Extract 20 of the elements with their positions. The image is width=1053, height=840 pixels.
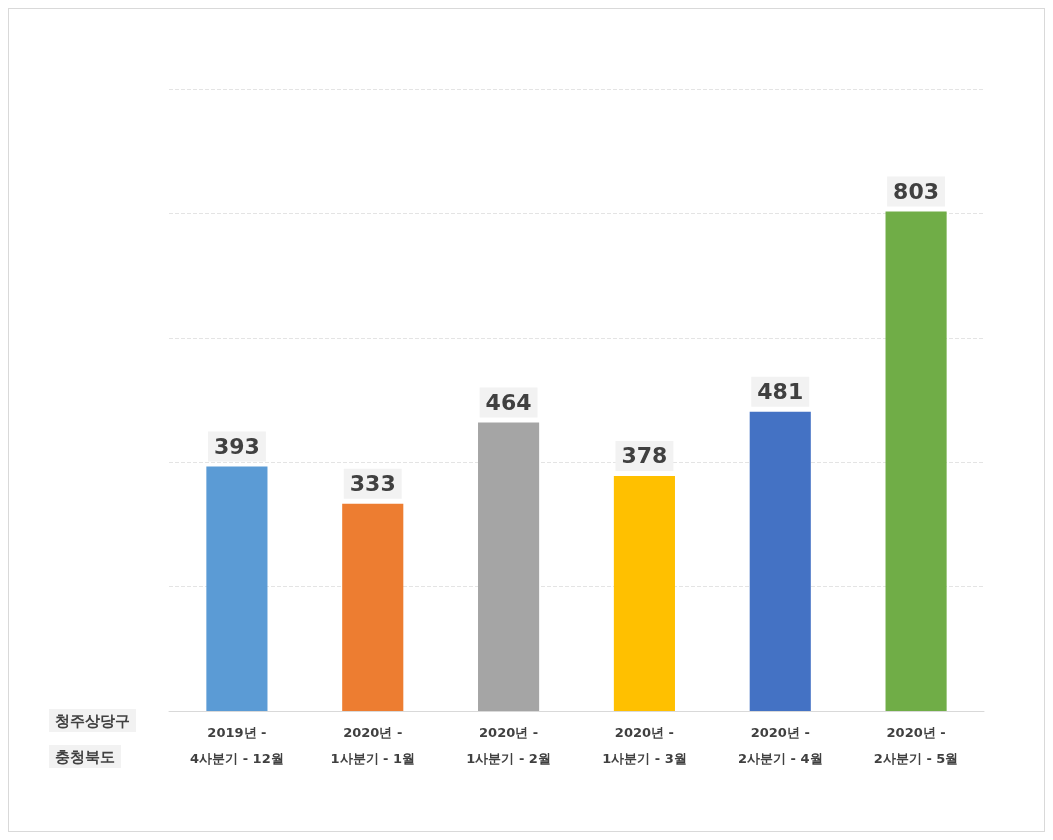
- bar: [885, 211, 947, 711]
- bar: [749, 411, 811, 711]
- x-tick-label: 2020년 - 2사분기 - 4월: [737, 724, 823, 766]
- data-label: 378: [621, 443, 668, 469]
- data-label: 393: [213, 434, 260, 460]
- x-tick-label: 2020년 - 2사분기 - 5월: [873, 724, 959, 766]
- data-label: 464: [485, 389, 532, 415]
- x-tick-label: 2020년 - 1사분기 - 3월: [602, 724, 687, 766]
- data-label: 333: [349, 471, 396, 497]
- x-tick-label: 2020년 - 1사분기 - 2월: [466, 724, 551, 766]
- bar: [342, 503, 404, 711]
- x-tick-label: 2020년 - 1사분기 - 1월: [330, 724, 416, 766]
- text: 청주상당구: [55, 711, 130, 730]
- x-tick-label: 2019년 - 4사분기 - 12월: [190, 724, 284, 766]
- bar: [478, 422, 540, 711]
- text: 충청북도: [55, 747, 115, 766]
- bar: [613, 475, 675, 711]
- bar: [206, 466, 268, 711]
- data-label: 803: [893, 179, 940, 205]
- data-label: 481: [757, 379, 804, 405]
